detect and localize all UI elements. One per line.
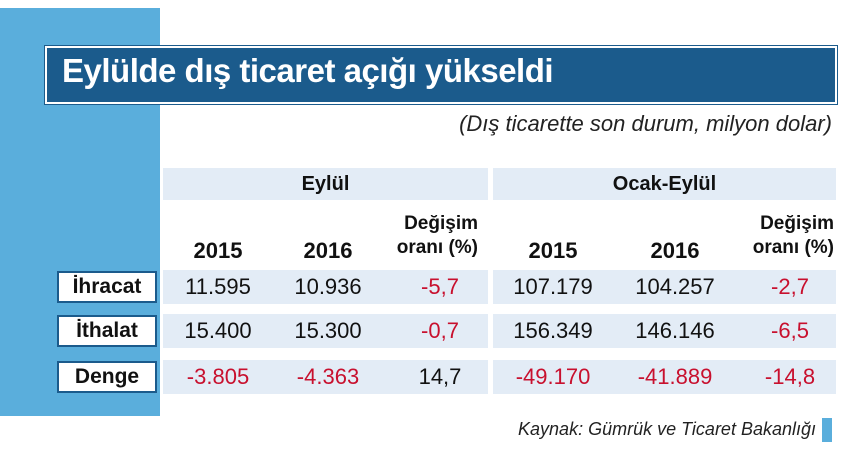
row-band (163, 314, 488, 348)
row-label: İthalat (57, 315, 157, 347)
cell: -2,7 (771, 274, 809, 299)
cell: -3.805 (186, 364, 250, 389)
column-header: 2016 (650, 238, 700, 263)
subtitle: (Dış ticarette son durum, milyon dolar) (459, 111, 832, 136)
row-band (493, 314, 836, 348)
row-label: Denge (57, 361, 157, 393)
cell: 11.595 (185, 274, 251, 299)
source: Kaynak: Gümrük ve Ticaret Bakanlığı (518, 419, 816, 439)
title: Eylülde dış ticaret açığı yükseldi (62, 52, 554, 89)
cell: -14,8 (764, 364, 816, 389)
column-header: 2016 (303, 238, 353, 263)
cell: -6,5 (771, 318, 809, 343)
row-band (493, 360, 836, 394)
column-header: Değişim oranı (%) (752, 213, 834, 258)
cell: 107.179 (513, 274, 593, 299)
cell: -0,7 (421, 318, 459, 343)
row-band (493, 270, 836, 304)
group-header: Eylül (163, 168, 488, 200)
cell: 146.146 (635, 318, 715, 343)
source-bar (822, 418, 832, 442)
row-band (163, 360, 488, 394)
cell: 15.300 (294, 318, 362, 343)
column-header: 2015 (193, 238, 243, 263)
group-header: Ocak-Eylül (493, 168, 836, 200)
cell: -41.889 (637, 364, 713, 389)
title-banner (44, 45, 838, 105)
row-label: İhracat (57, 271, 157, 303)
cell: 14,7 (418, 364, 462, 389)
cell: 15.400 (184, 318, 252, 343)
cell: 104.257 (635, 274, 715, 299)
column-header: Değişim oranı (%) (396, 213, 478, 258)
column-header: 2015 (528, 238, 578, 263)
cell: 10.936 (294, 274, 362, 299)
cell: -49.170 (515, 364, 591, 389)
row-band (163, 270, 488, 304)
cell: -5,7 (421, 274, 459, 299)
cell: 156.349 (513, 318, 593, 343)
cell: -4.363 (296, 364, 360, 389)
